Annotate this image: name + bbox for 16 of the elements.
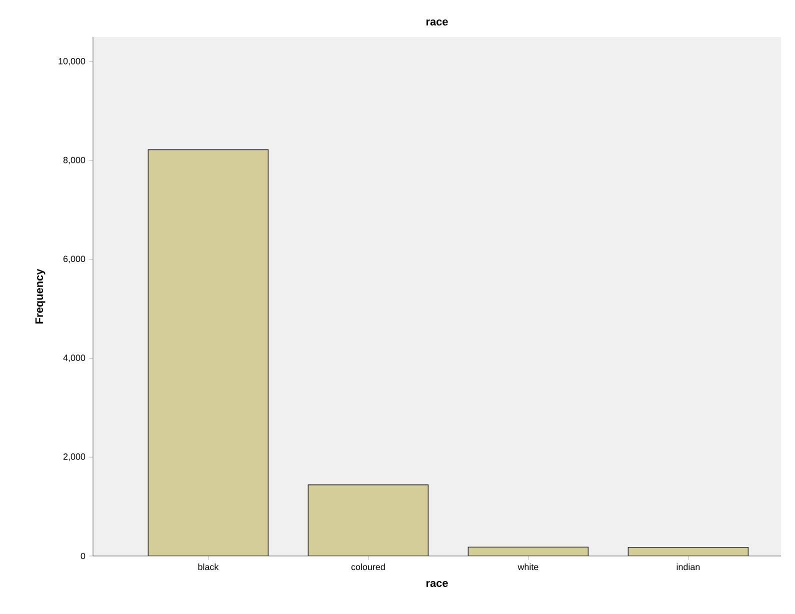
x-axis-title: race xyxy=(426,580,448,587)
y-tick-label: 0 xyxy=(80,552,86,560)
x-tick-label: indian xyxy=(676,564,700,570)
y-tick-label: 6,000 xyxy=(63,256,86,264)
chart-title: race xyxy=(426,19,448,26)
y-tick-label: 4,000 xyxy=(63,354,86,362)
x-tick-label: white xyxy=(518,564,538,570)
x-tick-label: black xyxy=(198,564,219,570)
y-tick-label: 10,000 xyxy=(58,58,86,66)
y-axis-title: Frequency xyxy=(35,268,46,324)
bar xyxy=(308,484,429,556)
x-tick-label: coloured xyxy=(351,564,385,570)
y-tick-label: 2,000 xyxy=(63,453,86,461)
y-tick-label: 8,000 xyxy=(63,156,86,164)
bar xyxy=(148,149,269,556)
bar xyxy=(468,547,588,556)
